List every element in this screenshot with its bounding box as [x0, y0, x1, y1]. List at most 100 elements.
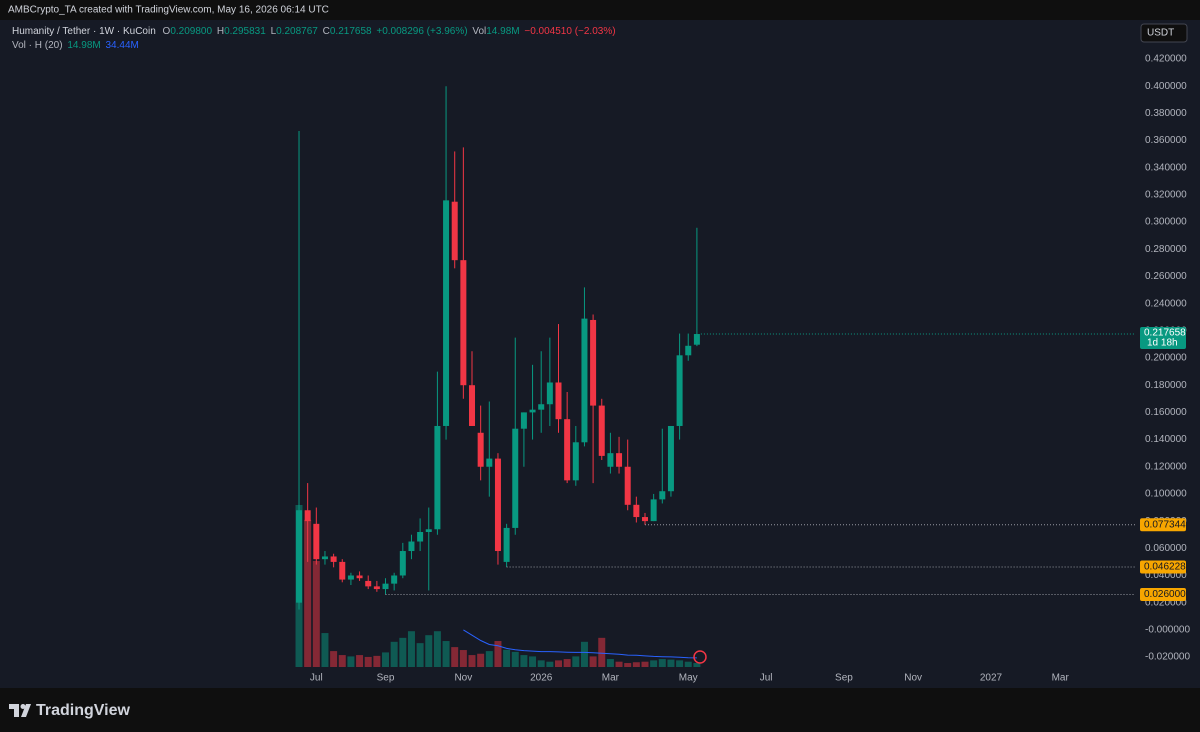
candle-body: [469, 385, 476, 426]
volume-bar: [399, 637, 407, 667]
x-tick-label: Nov: [454, 673, 472, 684]
volume-bar: [624, 663, 632, 667]
volume-bar: [529, 656, 537, 667]
volume-bar: [477, 653, 485, 667]
volume-bar: [589, 656, 597, 667]
candle-body: [451, 201, 458, 261]
y-tick-label: 0.380000: [1145, 108, 1187, 119]
level-tag: [1140, 588, 1186, 602]
study-name: Vol · H (20): [12, 40, 63, 51]
volume-bar: [684, 661, 692, 667]
candle-body: [425, 529, 432, 532]
volume-bar: [312, 560, 320, 667]
candle-body: [321, 556, 328, 560]
volume-bar: [425, 635, 433, 667]
candle-body: [477, 432, 484, 467]
candle-body: [347, 575, 354, 580]
candle-body: [373, 586, 380, 590]
logo-part: [21, 704, 31, 717]
ohlc-key: O: [163, 26, 171, 37]
volume-bar: [364, 656, 372, 667]
bottom-bar: [0, 688, 1200, 732]
x-tick-label: Jul: [760, 673, 773, 684]
volume-bar: [693, 663, 701, 667]
volume-bar: [615, 661, 623, 667]
volume-bar: [572, 656, 580, 667]
change: +0.008296 (+3.96%): [376, 26, 467, 37]
candle-body: [590, 319, 597, 406]
volume-bar: [373, 655, 381, 667]
candle-body: [538, 404, 545, 410]
currency[interactable]: USDT: [1147, 28, 1174, 39]
y-tick-label: 0.400000: [1145, 81, 1187, 92]
candle-body: [685, 345, 692, 356]
candle-body: [642, 517, 649, 522]
candle-body: [598, 405, 605, 456]
ohlc-key: L: [271, 26, 277, 37]
ohlc-key: C: [323, 26, 330, 37]
volume-bar: [304, 519, 312, 667]
candle-body: [529, 409, 536, 413]
volume-bar: [503, 649, 511, 667]
volume-ma-line: [463, 629, 697, 659]
y-tick-label: 0.100000: [1145, 489, 1187, 500]
level-label: 0.077344: [1144, 519, 1186, 530]
volume-bar: [459, 650, 467, 667]
symbol: Humanity / Tether · 1W · KuCoin: [12, 26, 156, 37]
level-tag: [1140, 560, 1186, 574]
x-tick-label: Nov: [904, 673, 922, 684]
vol-key: Vol: [472, 26, 486, 37]
volume-bar: [321, 633, 329, 667]
y-tick-label: 0.420000: [1145, 54, 1187, 65]
candle-body: [391, 575, 398, 584]
volume-bar: [433, 631, 441, 667]
y-tick-label: 0.020000: [1145, 597, 1187, 608]
chart-panel: [0, 20, 1200, 688]
study-legend: Vol · H (20) 14.98M 34.44M: [12, 40, 139, 51]
y-tick-label: 0.260000: [1145, 271, 1187, 282]
volume-bar: [442, 641, 450, 667]
y-tick-label: 0.200000: [1145, 353, 1187, 364]
candle-body: [339, 561, 346, 580]
vol-change: −0.004510 (−2.03%): [524, 26, 615, 37]
study-ma: 34.44M: [106, 40, 139, 51]
volume-bar: [485, 651, 493, 667]
currency-button[interactable]: [1140, 23, 1188, 43]
x-tick-label: Sep: [377, 673, 395, 684]
top-bar: [0, 0, 1200, 20]
y-tick-label: 0.180000: [1145, 380, 1187, 391]
volume-bar: [347, 656, 355, 667]
candle-body: [330, 556, 337, 562]
x-tick-label: 2026: [530, 673, 553, 684]
volume-bar: [338, 655, 346, 667]
candle-body: [494, 458, 501, 552]
volume-bar: [563, 659, 571, 667]
ohlc-value: 0.209800: [170, 26, 212, 37]
volume-bar: [676, 660, 684, 667]
level-tag: [1140, 518, 1186, 532]
brand-logo: [9, 704, 31, 717]
candle-body: [693, 334, 700, 345]
candle-body: [296, 510, 303, 603]
candle-body: [616, 453, 623, 467]
volume-bar: [641, 661, 649, 667]
candle-body: [356, 575, 363, 579]
volume-bar: [606, 659, 614, 667]
vol-value: 14.98M: [486, 26, 519, 37]
credit: AMBCrypto_TA created with TradingView.co…: [8, 5, 329, 16]
candle-body: [564, 419, 571, 481]
volume-bar: [390, 641, 398, 667]
volume-bar: [658, 659, 666, 667]
y-tick-label: 0.240000: [1145, 298, 1187, 309]
candle-body: [503, 527, 510, 562]
last-price-tag: [1140, 327, 1186, 350]
candle-body: [434, 425, 441, 530]
y-tick-label: 0.140000: [1145, 434, 1187, 445]
volume-bar: [555, 660, 563, 667]
logo-part: [14, 704, 19, 717]
alert-icon[interactable]: [693, 650, 707, 664]
candle-body: [512, 428, 519, 528]
y-tick-label: -0.000000: [1145, 624, 1190, 635]
logo-part: [20, 704, 26, 709]
